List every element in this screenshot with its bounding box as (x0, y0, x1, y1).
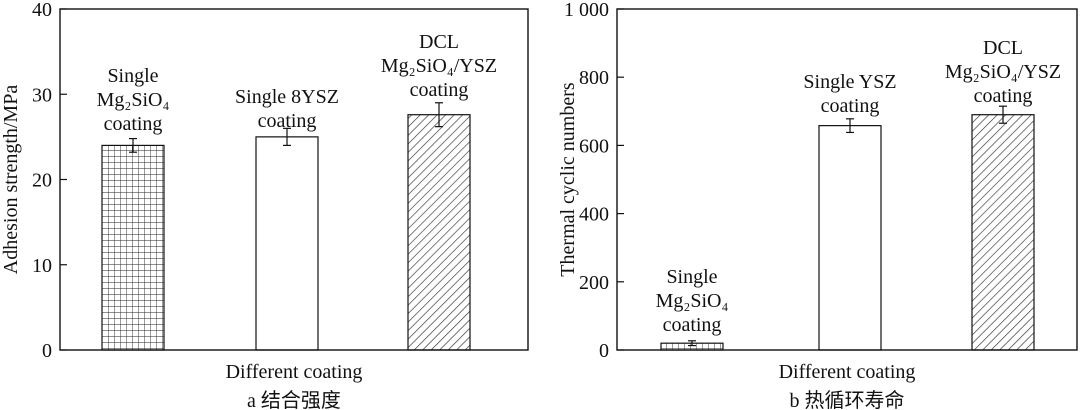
panel-a-caption: a 结合强度 (247, 389, 341, 410)
panel-b-bar-3 (971, 114, 1035, 351)
panel-a-ylabel: Adhesion strength/MPa (0, 85, 22, 275)
panel-a-category-label-1-line-3: coating (104, 113, 163, 135)
panel-a-category-label-1-line-2: Mg₂SiO₄ (97, 89, 170, 111)
panel-a-ytick-label-1: 10 (32, 255, 52, 277)
panel-a-category-label-2-line-2: coating (258, 110, 317, 132)
panel-b-axes-frame (616, 8, 1078, 351)
panel-a-bar-1 (101, 144, 165, 351)
panel-b-ytick-label-3: 600 (579, 135, 609, 157)
panel-b-ytick-label-5: 1 000 (564, 0, 609, 21)
panel-b-category-label-2-line-2: coating (821, 95, 880, 117)
panel-a-category-label-1-line-1: Single (107, 65, 158, 87)
panel-a-ytick-label-2: 20 (32, 170, 52, 192)
panel-b-category-label-3-line-1: DCL (983, 37, 1023, 59)
panel-a-ytick-label-3: 30 (32, 84, 52, 106)
panel-b-ytick-label-2: 400 (579, 204, 609, 226)
panel-b-ytick-label-0: 0 (599, 340, 609, 362)
panel-a-ytick-label-0: 0 (42, 340, 52, 362)
panel-b-category-label-3-line-2: Mg₂SiO₄/YSZ (945, 61, 1061, 83)
panel-b-xlabel: Different coating (779, 361, 916, 383)
panel-b-category-label-1-line-1: Single (666, 266, 717, 288)
panel-b-ytick-label-4: 800 (579, 67, 609, 89)
panel-b-category-label-1-line-3: coating (663, 314, 722, 336)
panel-a-category-label-3-line-3: coating (410, 79, 469, 101)
panel-b-bar-2 (818, 125, 882, 351)
panel-a-category-label-2-line-1: Single 8YSZ (235, 86, 339, 108)
panel-b-caption: b 热循环寿命 (790, 389, 905, 410)
panel-a-ytick-label-4: 40 (32, 0, 52, 21)
panel-b-ylabel: Thermal cyclic numbers (557, 82, 579, 277)
panel-b-category-label-3-line-3: coating (974, 85, 1033, 107)
panel-a-category-label-3-line-2: Mg₂SiO₄/YSZ (381, 55, 497, 77)
panel-a-bar-2 (255, 136, 319, 351)
panel-a-category-label-3-line-1: DCL (419, 31, 459, 53)
panel-b-ytick-label-1: 200 (579, 272, 609, 294)
panel-b-category-label-2-line-1: Single YSZ (803, 71, 896, 93)
panel-a-bar-3 (407, 114, 471, 351)
panel-b-category-label-1-line-2: Mg₂SiO₄ (656, 290, 729, 312)
panel-a-xlabel: Different coating (226, 361, 363, 383)
